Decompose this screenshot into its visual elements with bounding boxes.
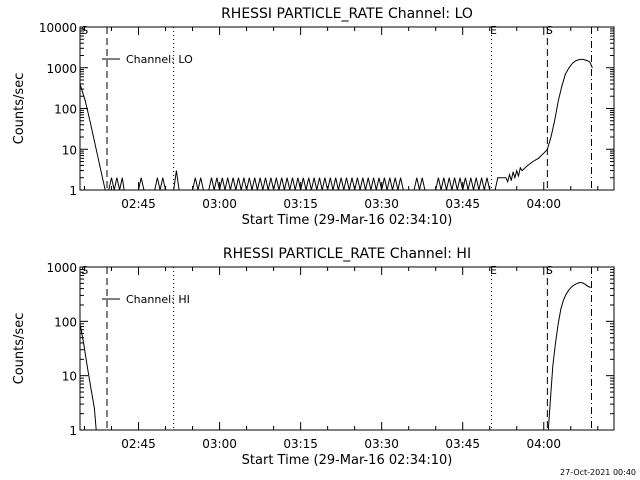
panel-1-y-tick-label: 1 xyxy=(69,184,77,198)
panel-1-y-axis-label: Counts/sec xyxy=(12,73,27,145)
panel-2-event-marker-label: E xyxy=(490,264,497,277)
panel-1-x-tick-label: 03:45 xyxy=(445,197,480,211)
panel-2-x-tick-label: 03:15 xyxy=(283,437,318,451)
panel-1-x-tick-label: 03:30 xyxy=(364,197,399,211)
panel-1-x-tick-label: 02:45 xyxy=(121,197,156,211)
panel-2-event-marker-label: S xyxy=(81,264,88,277)
plot-timestamp: 27-Oct-2021 00:40 xyxy=(560,468,636,477)
panel-2-x-tick-label: 04:00 xyxy=(526,437,561,451)
panel-2-y-tick-label: 1 xyxy=(69,424,77,438)
panel-1-x-axis-label: Start Time (29-Mar-16 02:34:10) xyxy=(242,213,453,228)
panel-1-event-marker-label: S xyxy=(546,24,553,37)
panel-2-plot-frame xyxy=(79,266,615,431)
panel-2-x-tick-label: 03:00 xyxy=(202,437,237,451)
panel-1-y-tick-label: 1000 xyxy=(46,62,77,76)
panel-2-x-axis-label: Start Time (29-Mar-16 02:34:10) xyxy=(242,453,453,468)
panel-1-y-tick-label: 100 xyxy=(54,103,77,117)
panel-1-x-tick-label: 04:00 xyxy=(526,197,561,211)
panel-2-rate-series-line xyxy=(79,281,591,431)
panel-2-legend-label: Channel: HI xyxy=(126,293,190,306)
panel-1-x-tick-label: 03:15 xyxy=(283,197,318,211)
panel-2-x-tick-label: 03:45 xyxy=(445,437,480,451)
panel-2-event-marker-label: S xyxy=(546,264,553,277)
panel-1-x-tick-label: 03:00 xyxy=(202,197,237,211)
panel-2-y-tick-label: 1000 xyxy=(46,261,77,275)
panel-2-y-tick-label: 100 xyxy=(54,315,77,329)
panel-1-rate-series-line xyxy=(79,58,593,191)
panel-1-plot-frame xyxy=(79,26,615,191)
panel-1-y-tick-label: 10000 xyxy=(39,21,77,35)
panel-1-y-tick-label: 10 xyxy=(62,143,77,157)
panel-1-legend-label: Channel: LO xyxy=(126,53,193,66)
panel-2-title: RHESSI PARTICLE_RATE Channel: HI xyxy=(223,246,471,262)
panel-1-event-marker-label: S xyxy=(81,24,88,37)
panel-2-x-tick-label: 02:45 xyxy=(121,437,156,451)
panel-1-event-marker-label: E xyxy=(490,24,497,37)
panel-2-y-tick-label: 10 xyxy=(62,370,77,384)
panel-2-x-tick-label: 03:30 xyxy=(364,437,399,451)
panel-1-title: RHESSI PARTICLE_RATE Channel: LO xyxy=(221,6,473,22)
panel-2-y-axis-label: Counts/sec xyxy=(12,313,27,385)
